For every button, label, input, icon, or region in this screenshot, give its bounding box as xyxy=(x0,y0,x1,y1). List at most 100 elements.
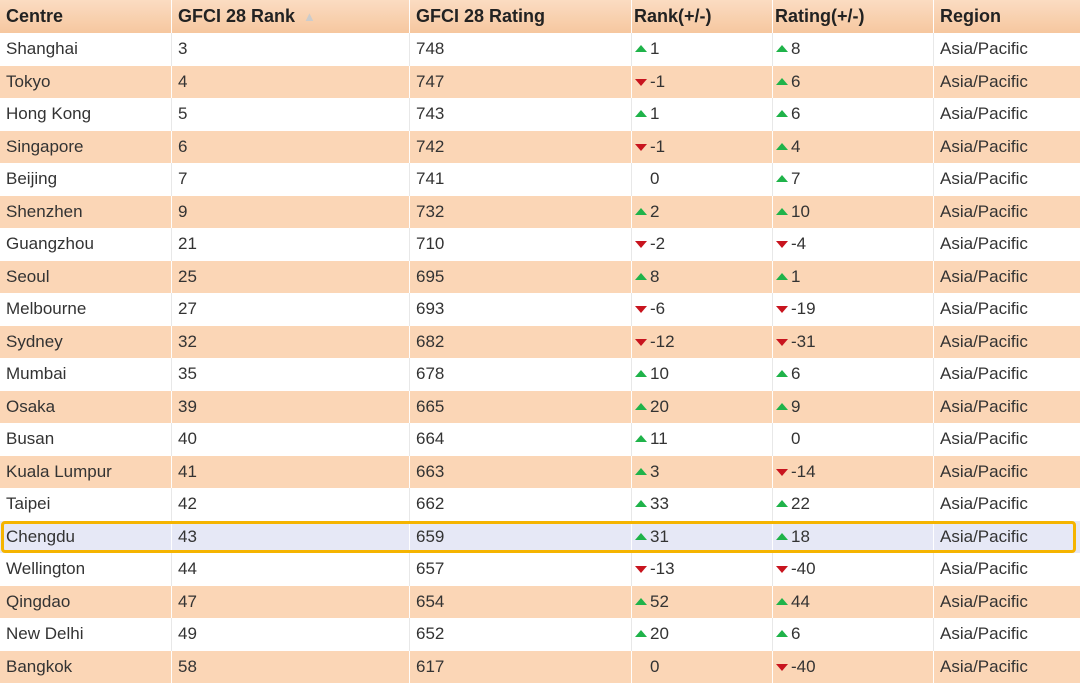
rank-cell: 5 xyxy=(172,98,410,131)
rating-change-value: 6 xyxy=(791,364,801,384)
header-region[interactable]: Region xyxy=(934,0,1080,33)
header-centre[interactable]: Centre xyxy=(0,0,172,33)
centre-cell: Shanghai xyxy=(0,33,172,66)
up-arrow-icon xyxy=(634,207,648,217)
down-arrow-icon xyxy=(634,564,648,574)
up-arrow-icon xyxy=(634,629,648,639)
centre-value: Taipei xyxy=(6,494,51,514)
rank-value: 25 xyxy=(178,266,197,286)
centre-cell: Osaka xyxy=(0,390,172,423)
centre-cell: Sydney xyxy=(0,325,172,358)
sort-ascending-icon[interactable]: ▲ xyxy=(303,9,316,24)
table-row[interactable]: Busan 40 664 11 0 Asia/Pacific xyxy=(0,423,1080,456)
up-arrow-icon xyxy=(634,434,648,444)
table-row[interactable]: Shanghai 3 748 1 8 Asia/Pacific xyxy=(0,33,1080,66)
region-cell: Asia/Pacific xyxy=(934,651,1080,684)
rating-change-value: 6 xyxy=(791,71,801,91)
rank-change-cell: 0 xyxy=(632,650,773,683)
header-rank-change-label: Rank(+/-) xyxy=(634,6,712,26)
table-row[interactable]: New Delhi 49 652 20 6 Asia/Pacific xyxy=(0,618,1080,651)
rating-cell: 732 xyxy=(410,195,632,228)
rating-cell: 743 xyxy=(410,98,632,131)
down-arrow-icon xyxy=(634,304,648,314)
centre-value: Melbourne xyxy=(6,299,87,319)
rank-cell: 44 xyxy=(172,553,410,586)
rank-change-value: 1 xyxy=(650,104,660,124)
rank-value: 40 xyxy=(178,429,197,449)
rating-change-cell: -40 xyxy=(773,650,934,683)
up-arrow-icon xyxy=(634,597,648,607)
table-row[interactable]: Bangkok 58 617 0 -40 Asia/Pacific xyxy=(0,650,1080,684)
header-rating[interactable]: GFCI 28 Rating xyxy=(410,0,632,33)
region-cell: Asia/Pacific xyxy=(934,553,1080,586)
up-arrow-icon xyxy=(775,272,789,282)
rating-cell: 662 xyxy=(410,488,632,521)
table-row[interactable]: Taipei 42 662 33 22 Asia/Pacific xyxy=(0,488,1080,521)
table-row[interactable]: Hong Kong 5 743 1 6 Asia/Pacific xyxy=(0,98,1080,131)
region-value: Asia/Pacific xyxy=(940,494,1028,514)
up-arrow-icon xyxy=(775,109,789,119)
up-arrow-icon xyxy=(775,402,789,412)
rank-change-value: 11 xyxy=(650,429,668,449)
rank-change-value: -1 xyxy=(650,71,666,91)
table-row[interactable]: Sydney 32 682 -12 -31 Asia/Pacific xyxy=(0,325,1080,358)
header-rating-change[interactable]: Rating(+/-) xyxy=(773,0,934,33)
rating-change-value: 0 xyxy=(791,429,801,449)
rank-value: 58 xyxy=(178,656,197,676)
table-row[interactable]: Seoul 25 695 8 1 Asia/Pacific xyxy=(0,260,1080,293)
centre-value: Beijing xyxy=(6,169,58,189)
table-row[interactable]: Melbourne 27 693 -6 -19 Asia/Pacific xyxy=(0,293,1080,326)
rank-cell: 27 xyxy=(172,293,410,326)
centre-value: Bangkok xyxy=(6,656,73,676)
rating-change-cell: -31 xyxy=(773,325,934,358)
table-row[interactable]: Qingdao 47 654 52 44 Asia/Pacific xyxy=(0,585,1080,618)
rating-value: 678 xyxy=(416,364,445,384)
rank-change-value: -13 xyxy=(650,559,675,579)
table-row[interactable]: Wellington 44 657 -13 -40 Asia/Pacific xyxy=(0,553,1080,586)
table-row[interactable]: Mumbai 35 678 10 6 Asia/Pacific xyxy=(0,358,1080,391)
centre-cell: Kuala Lumpur xyxy=(0,455,172,488)
region-value: Asia/Pacific xyxy=(940,201,1028,221)
table-header: Centre GFCI 28 Rank ▲ GFCI 28 Rating Rank… xyxy=(0,0,1080,33)
rating-value: 732 xyxy=(416,201,445,221)
rating-change-value: -40 xyxy=(791,559,816,579)
region-value: Asia/Pacific xyxy=(940,364,1028,384)
region-value: Asia/Pacific xyxy=(940,429,1028,449)
down-arrow-icon xyxy=(775,467,789,477)
header-rank[interactable]: GFCI 28 Rank ▲ xyxy=(172,0,410,33)
rating-cell: 617 xyxy=(410,650,632,683)
region-cell: Asia/Pacific xyxy=(934,163,1080,196)
table-row[interactable]: Shenzhen 9 732 2 10 Asia/Pacific xyxy=(0,195,1080,228)
rank-change-value: 52 xyxy=(650,591,669,611)
centre-cell: Taipei xyxy=(0,488,172,521)
centre-value: Sydney xyxy=(6,331,63,351)
up-arrow-icon xyxy=(634,44,648,54)
up-arrow-icon xyxy=(775,207,789,217)
rank-cell: 9 xyxy=(172,195,410,228)
centre-cell: Guangzhou xyxy=(0,228,172,261)
rating-value: 664 xyxy=(416,429,445,449)
rating-cell: 748 xyxy=(410,33,632,66)
table-row[interactable]: Singapore 6 742 -1 4 Asia/Pacific xyxy=(0,130,1080,163)
table-row[interactable]: Guangzhou 21 710 -2 -4 Asia/Pacific xyxy=(0,228,1080,261)
table-body: Shanghai 3 748 1 8 Asia/Pacific Tokyo 4 747 -1 6 As… xyxy=(0,33,1080,683)
centre-cell: Beijing xyxy=(0,163,172,196)
rank-change-value: 20 xyxy=(650,396,669,416)
table-row[interactable]: Chengdu 43 659 31 18 Asia/Pacific xyxy=(0,520,1080,553)
table-row[interactable]: Osaka 39 665 20 9 Asia/Pacific xyxy=(0,390,1080,423)
table-row[interactable]: Tokyo 4 747 -1 6 Asia/Pacific xyxy=(0,65,1080,98)
rank-change-cell: 8 xyxy=(632,260,773,293)
rating-change-cell: -4 xyxy=(773,228,934,261)
table-row[interactable]: Kuala Lumpur 41 663 3 -14 Asia/Pacific xyxy=(0,455,1080,488)
centre-value: Singapore xyxy=(6,136,84,156)
rank-value: 49 xyxy=(178,624,197,644)
region-cell: Asia/Pacific xyxy=(934,358,1080,391)
rank-change-cell: -6 xyxy=(632,293,773,326)
rating-change-cell: 44 xyxy=(773,585,934,618)
rating-change-value: -19 xyxy=(791,299,816,319)
up-arrow-icon xyxy=(775,44,789,54)
rank-change-value: -1 xyxy=(650,136,666,156)
header-rank-change[interactable]: Rank(+/-) xyxy=(632,0,773,33)
table-row[interactable]: Beijing 7 741 0 7 Asia/Pacific xyxy=(0,163,1080,196)
rank-change-value: 10 xyxy=(650,364,669,384)
